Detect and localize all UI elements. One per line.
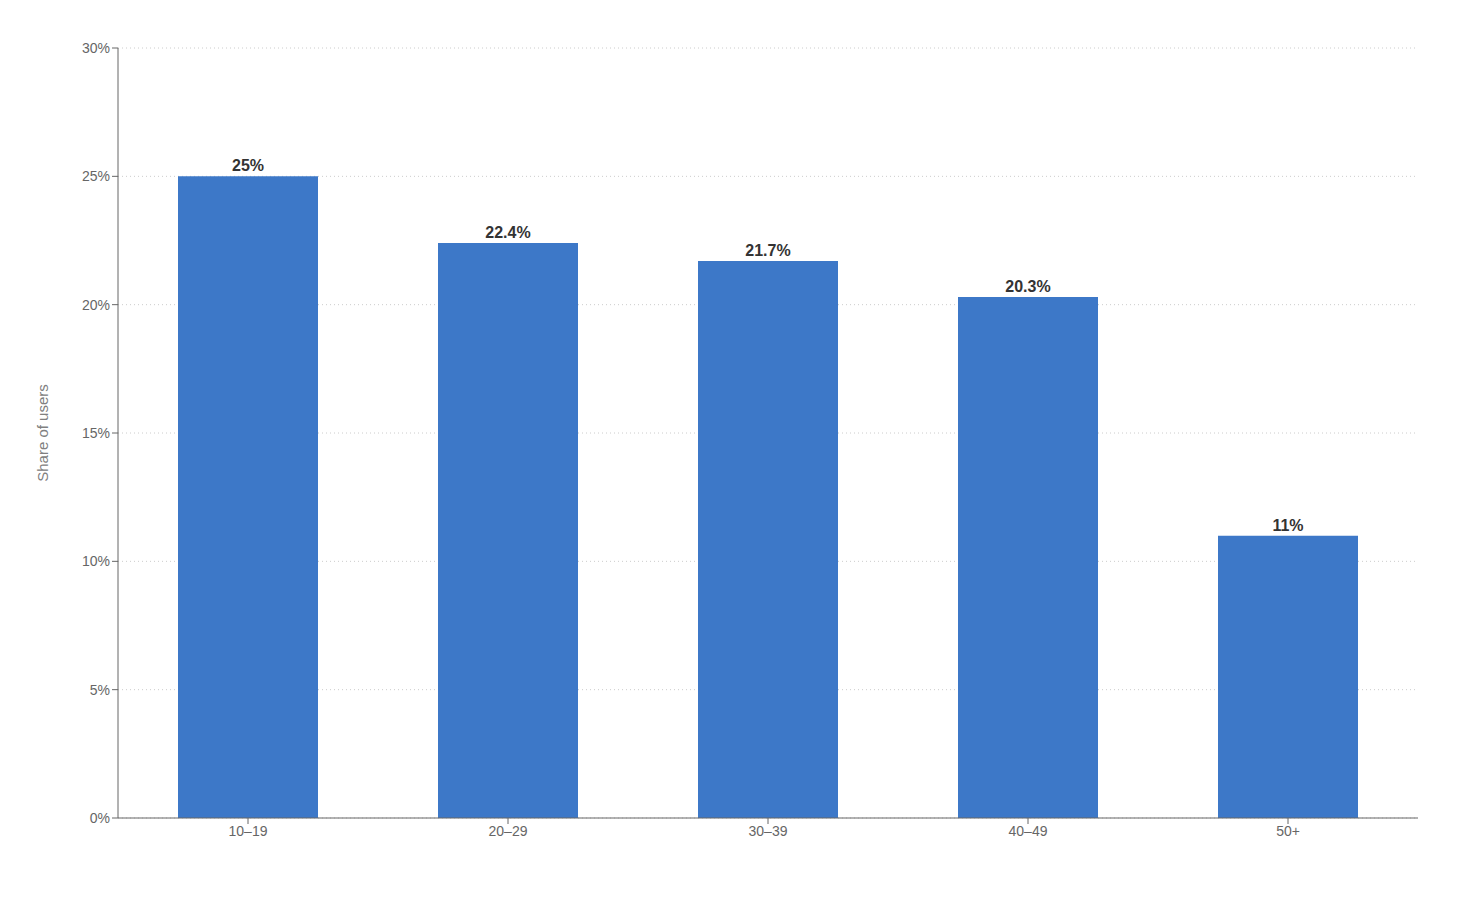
svg-text:10–19: 10–19: [229, 823, 268, 839]
svg-text:21.7%: 21.7%: [745, 242, 790, 259]
svg-text:20%: 20%: [82, 297, 110, 313]
svg-text:30–39: 30–39: [749, 823, 788, 839]
svg-text:15%: 15%: [82, 425, 110, 441]
svg-text:25%: 25%: [82, 168, 110, 184]
svg-text:22.4%: 22.4%: [485, 224, 530, 241]
svg-text:20–29: 20–29: [489, 823, 528, 839]
svg-text:25%: 25%: [232, 157, 264, 174]
svg-text:10%: 10%: [82, 553, 110, 569]
svg-text:20.3%: 20.3%: [1005, 278, 1050, 295]
svg-text:Share of users: Share of users: [34, 384, 51, 482]
svg-text:40–49: 40–49: [1009, 823, 1048, 839]
svg-text:50+: 50+: [1276, 823, 1300, 839]
svg-text:5%: 5%: [90, 682, 110, 698]
svg-text:11%: 11%: [1272, 517, 1303, 534]
svg-text:30%: 30%: [82, 40, 110, 56]
svg-text:0%: 0%: [90, 810, 110, 826]
